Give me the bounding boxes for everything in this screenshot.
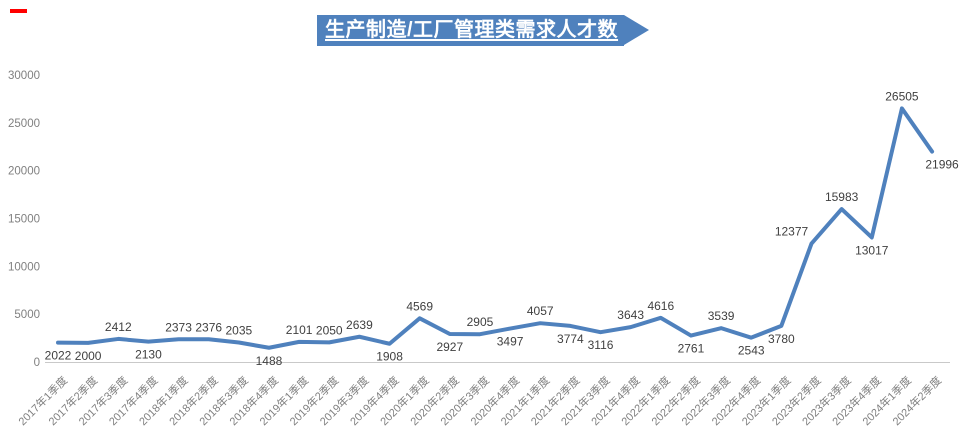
svg-text:20000: 20000 [8,166,40,178]
svg-text:4616: 4616 [647,299,674,313]
svg-text:2927: 2927 [436,340,463,354]
svg-text:0: 0 [34,357,40,369]
svg-text:3116: 3116 [588,338,614,352]
svg-text:3780: 3780 [768,332,795,346]
svg-text:2543: 2543 [738,344,765,358]
svg-text:3774: 3774 [557,332,584,346]
svg-text:15000: 15000 [8,214,40,226]
y-axis-labels: 0 5000 10000 15000 20000 25000 30000 [8,70,40,369]
svg-text:2101: 2101 [286,323,313,337]
svg-text:30000: 30000 [8,70,40,82]
svg-text:25000: 25000 [8,118,40,130]
svg-text:2761: 2761 [678,342,705,356]
svg-text:2022: 2022 [45,349,72,363]
chart-title-banner: 生产制造/工厂管理类需求人才数 [317,15,650,46]
svg-text:4569: 4569 [406,299,433,313]
svg-text:3643: 3643 [617,308,644,322]
svg-text:2373: 2373 [165,320,192,334]
svg-text:26505: 26505 [885,89,919,103]
svg-text:2035: 2035 [225,324,252,338]
svg-text:2130: 2130 [135,348,162,362]
svg-text:2000: 2000 [75,349,102,363]
svg-text:2050: 2050 [316,323,343,337]
svg-text:13017: 13017 [855,243,889,257]
red-mark-annotation [10,9,27,13]
svg-text:10000: 10000 [8,261,40,273]
svg-text:2905: 2905 [467,315,494,329]
banner-arrow-icon [624,15,650,45]
svg-text:3539: 3539 [708,309,735,323]
svg-text:2412: 2412 [105,320,132,334]
chart-title: 生产制造/工厂管理类需求人才数 [317,15,625,46]
svg-text:2376: 2376 [195,320,222,334]
svg-text:2639: 2639 [346,318,373,332]
data-series-line [56,106,935,350]
svg-text:1488: 1488 [256,354,283,368]
svg-text:21996: 21996 [925,158,959,172]
svg-text:15983: 15983 [825,190,859,204]
svg-text:5000: 5000 [14,309,40,321]
svg-text:1908: 1908 [376,350,403,364]
svg-text:3497: 3497 [497,335,524,349]
svg-text:4057: 4057 [527,304,554,318]
svg-text:12377: 12377 [775,225,809,239]
x-axis-labels: 2017年1季度2017年2季度2017年3季度2017年4季度2018年1季度… [15,373,944,428]
